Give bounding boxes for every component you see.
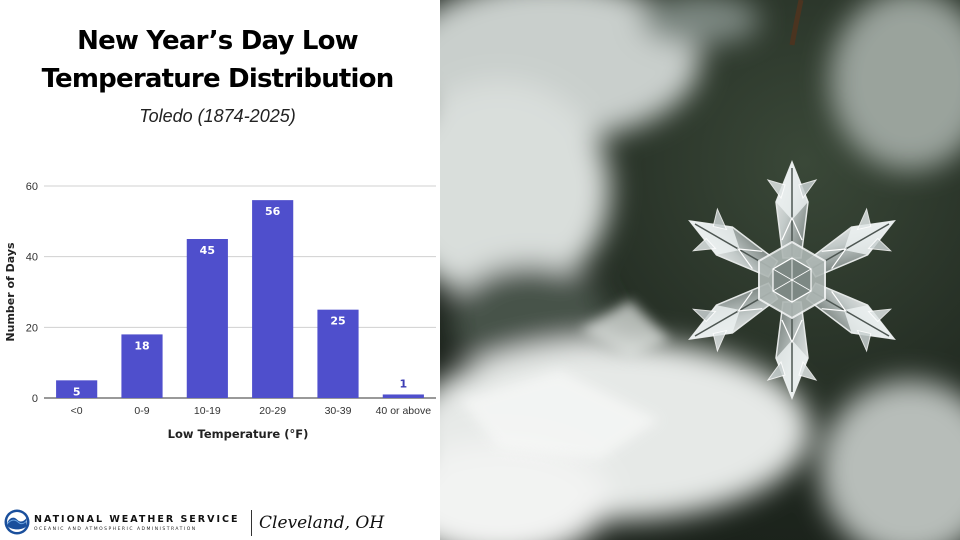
x-tick-label: 10-19 (194, 405, 221, 417)
x-tick-labels: <0 0-9 10-19 20-29 30-39 40 or above (71, 405, 432, 417)
agency-subtitle: OCEANIC AND ATMOSPHERIC ADMINISTRATION (34, 527, 197, 532)
bar-value-label: 25 (330, 315, 345, 328)
x-axis-title: Low Temperature (°F) (168, 427, 309, 441)
noaa-logo-icon (4, 509, 30, 535)
grid-lines (44, 185, 436, 399)
x-tick-label: <0 (71, 405, 83, 417)
bar-value-label: 1 (400, 377, 408, 390)
chart-subtitle: Toledo (1874-2025) (139, 106, 296, 126)
bar-value-label: 5 (73, 385, 81, 398)
snowflake-ornament-photo (440, 0, 960, 540)
bar (56, 380, 98, 398)
bar (121, 334, 163, 398)
x-tick-label: 20-29 (259, 405, 286, 417)
title-line-2: Temperature Distribution (41, 64, 395, 94)
snowflake-ornament-image (440, 0, 960, 540)
y-axis-title: Number of Days (4, 242, 17, 342)
footer-divider (251, 510, 252, 536)
agency-name: NATIONAL WEATHER SERVICE (34, 514, 240, 525)
bars (56, 200, 424, 398)
y-tick-label: 20 (26, 322, 38, 334)
left-panel: New Year’s Day Low Temperature Distribut… (0, 0, 440, 540)
office-name: Cleveland, OH (259, 513, 385, 533)
data-labels: 5 18 45 56 25 1 (73, 205, 407, 398)
bar (317, 309, 359, 398)
chart-title: New Year’s Day Low Temperature Distribut… (10, 22, 425, 98)
x-tick-label: 30-39 (325, 405, 352, 417)
bar-value-label: 45 (200, 244, 215, 257)
bar (252, 200, 294, 398)
x-tick-label: 0-9 (134, 405, 149, 417)
bar (382, 394, 424, 398)
y-tick-labels: 0 20 40 60 (26, 181, 38, 405)
title-line-1: New Year’s Day Low (77, 26, 359, 56)
y-tick-label: 60 (26, 181, 38, 193)
y-tick-label: 0 (32, 393, 38, 405)
x-tick-label: 40 or above (376, 405, 432, 417)
bar-chart: 0 20 40 60 5 18 45 56 25 1 <0 0-9 10-19 20-29 30-39 4… (4, 181, 436, 441)
y-tick-label: 40 (26, 252, 38, 264)
footer: NATIONAL WEATHER SERVICE OCEANIC AND ATM… (0, 505, 440, 540)
bar-value-label: 18 (134, 339, 149, 352)
bar-value-label: 56 (265, 205, 281, 218)
bar (186, 239, 228, 398)
